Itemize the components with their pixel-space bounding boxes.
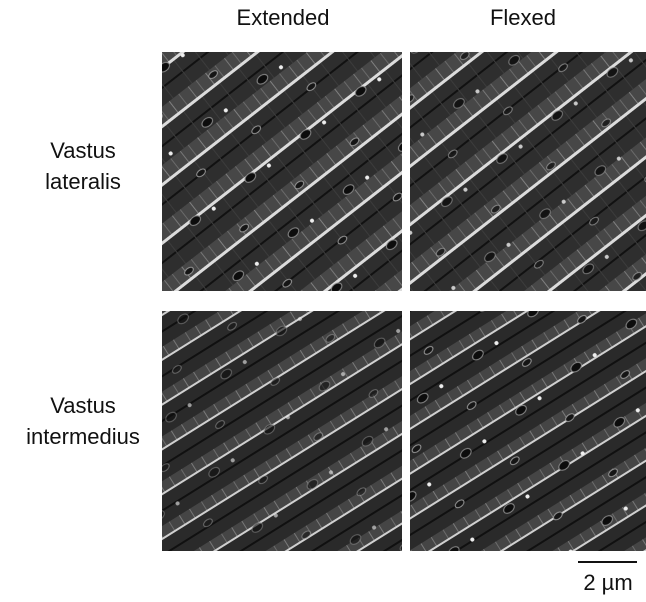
page: {"columns": ["Extended", "Flexed"], "row… — [0, 0, 646, 597]
row-label: lateralis — [45, 169, 121, 194]
row-label: Vastus — [50, 138, 116, 163]
micrograph — [162, 52, 402, 291]
figure: Extended Flexed Vastus lateralis Vastus … — [0, 0, 646, 597]
micrograph — [162, 311, 402, 551]
micrograph — [410, 52, 646, 291]
micrograph — [410, 311, 646, 551]
row-label: Vastus — [50, 393, 116, 418]
row-label: intermedius — [26, 424, 140, 449]
scale-bar-label: 2 µm — [583, 570, 632, 595]
column-header: Flexed — [490, 5, 556, 30]
column-header: Extended — [237, 5, 330, 30]
